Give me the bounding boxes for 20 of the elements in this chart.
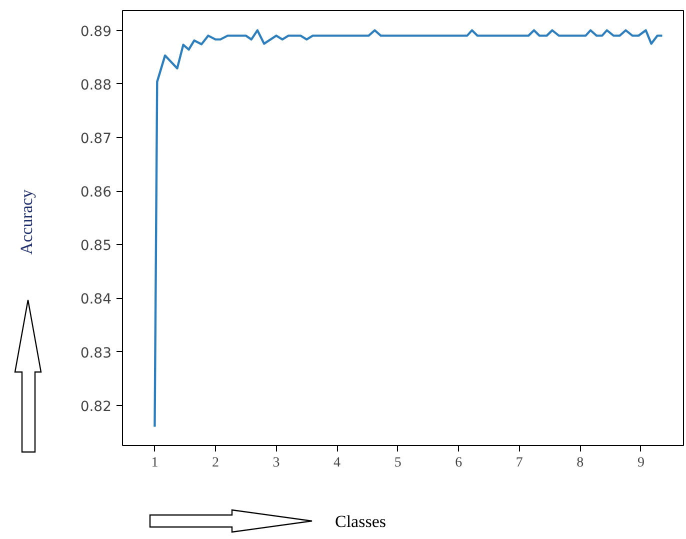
x-tick-label: 9 [637,456,644,470]
y-axis-title: Accuracy [16,188,36,255]
line-series [154,29,664,428]
y-tick-label: 0.85 [80,238,112,254]
x-tick-label: 1 [151,456,158,470]
x-tick-label: 6 [455,456,462,470]
y-tick-label: 0.83 [80,345,112,362]
x-tick-label: 5 [394,456,402,470]
x-tick-label: 8 [576,456,584,470]
x-tick-label: 2 [212,456,219,470]
x-tick-label: 4 [334,456,341,470]
y-tick-label: 0.89 [80,24,112,40]
y-tick-label: 0.88 [80,77,112,94]
x-axis-title: Classes [335,512,386,531]
x-tick-label: 7 [516,456,523,470]
y-tick-label: 0.87 [80,130,112,147]
y-tick-label: 0.84 [80,292,112,308]
y-tick-label: 0.86 [80,184,112,201]
x-tick-label: 3 [272,456,280,470]
y-tick-label: 0.82 [80,398,112,415]
